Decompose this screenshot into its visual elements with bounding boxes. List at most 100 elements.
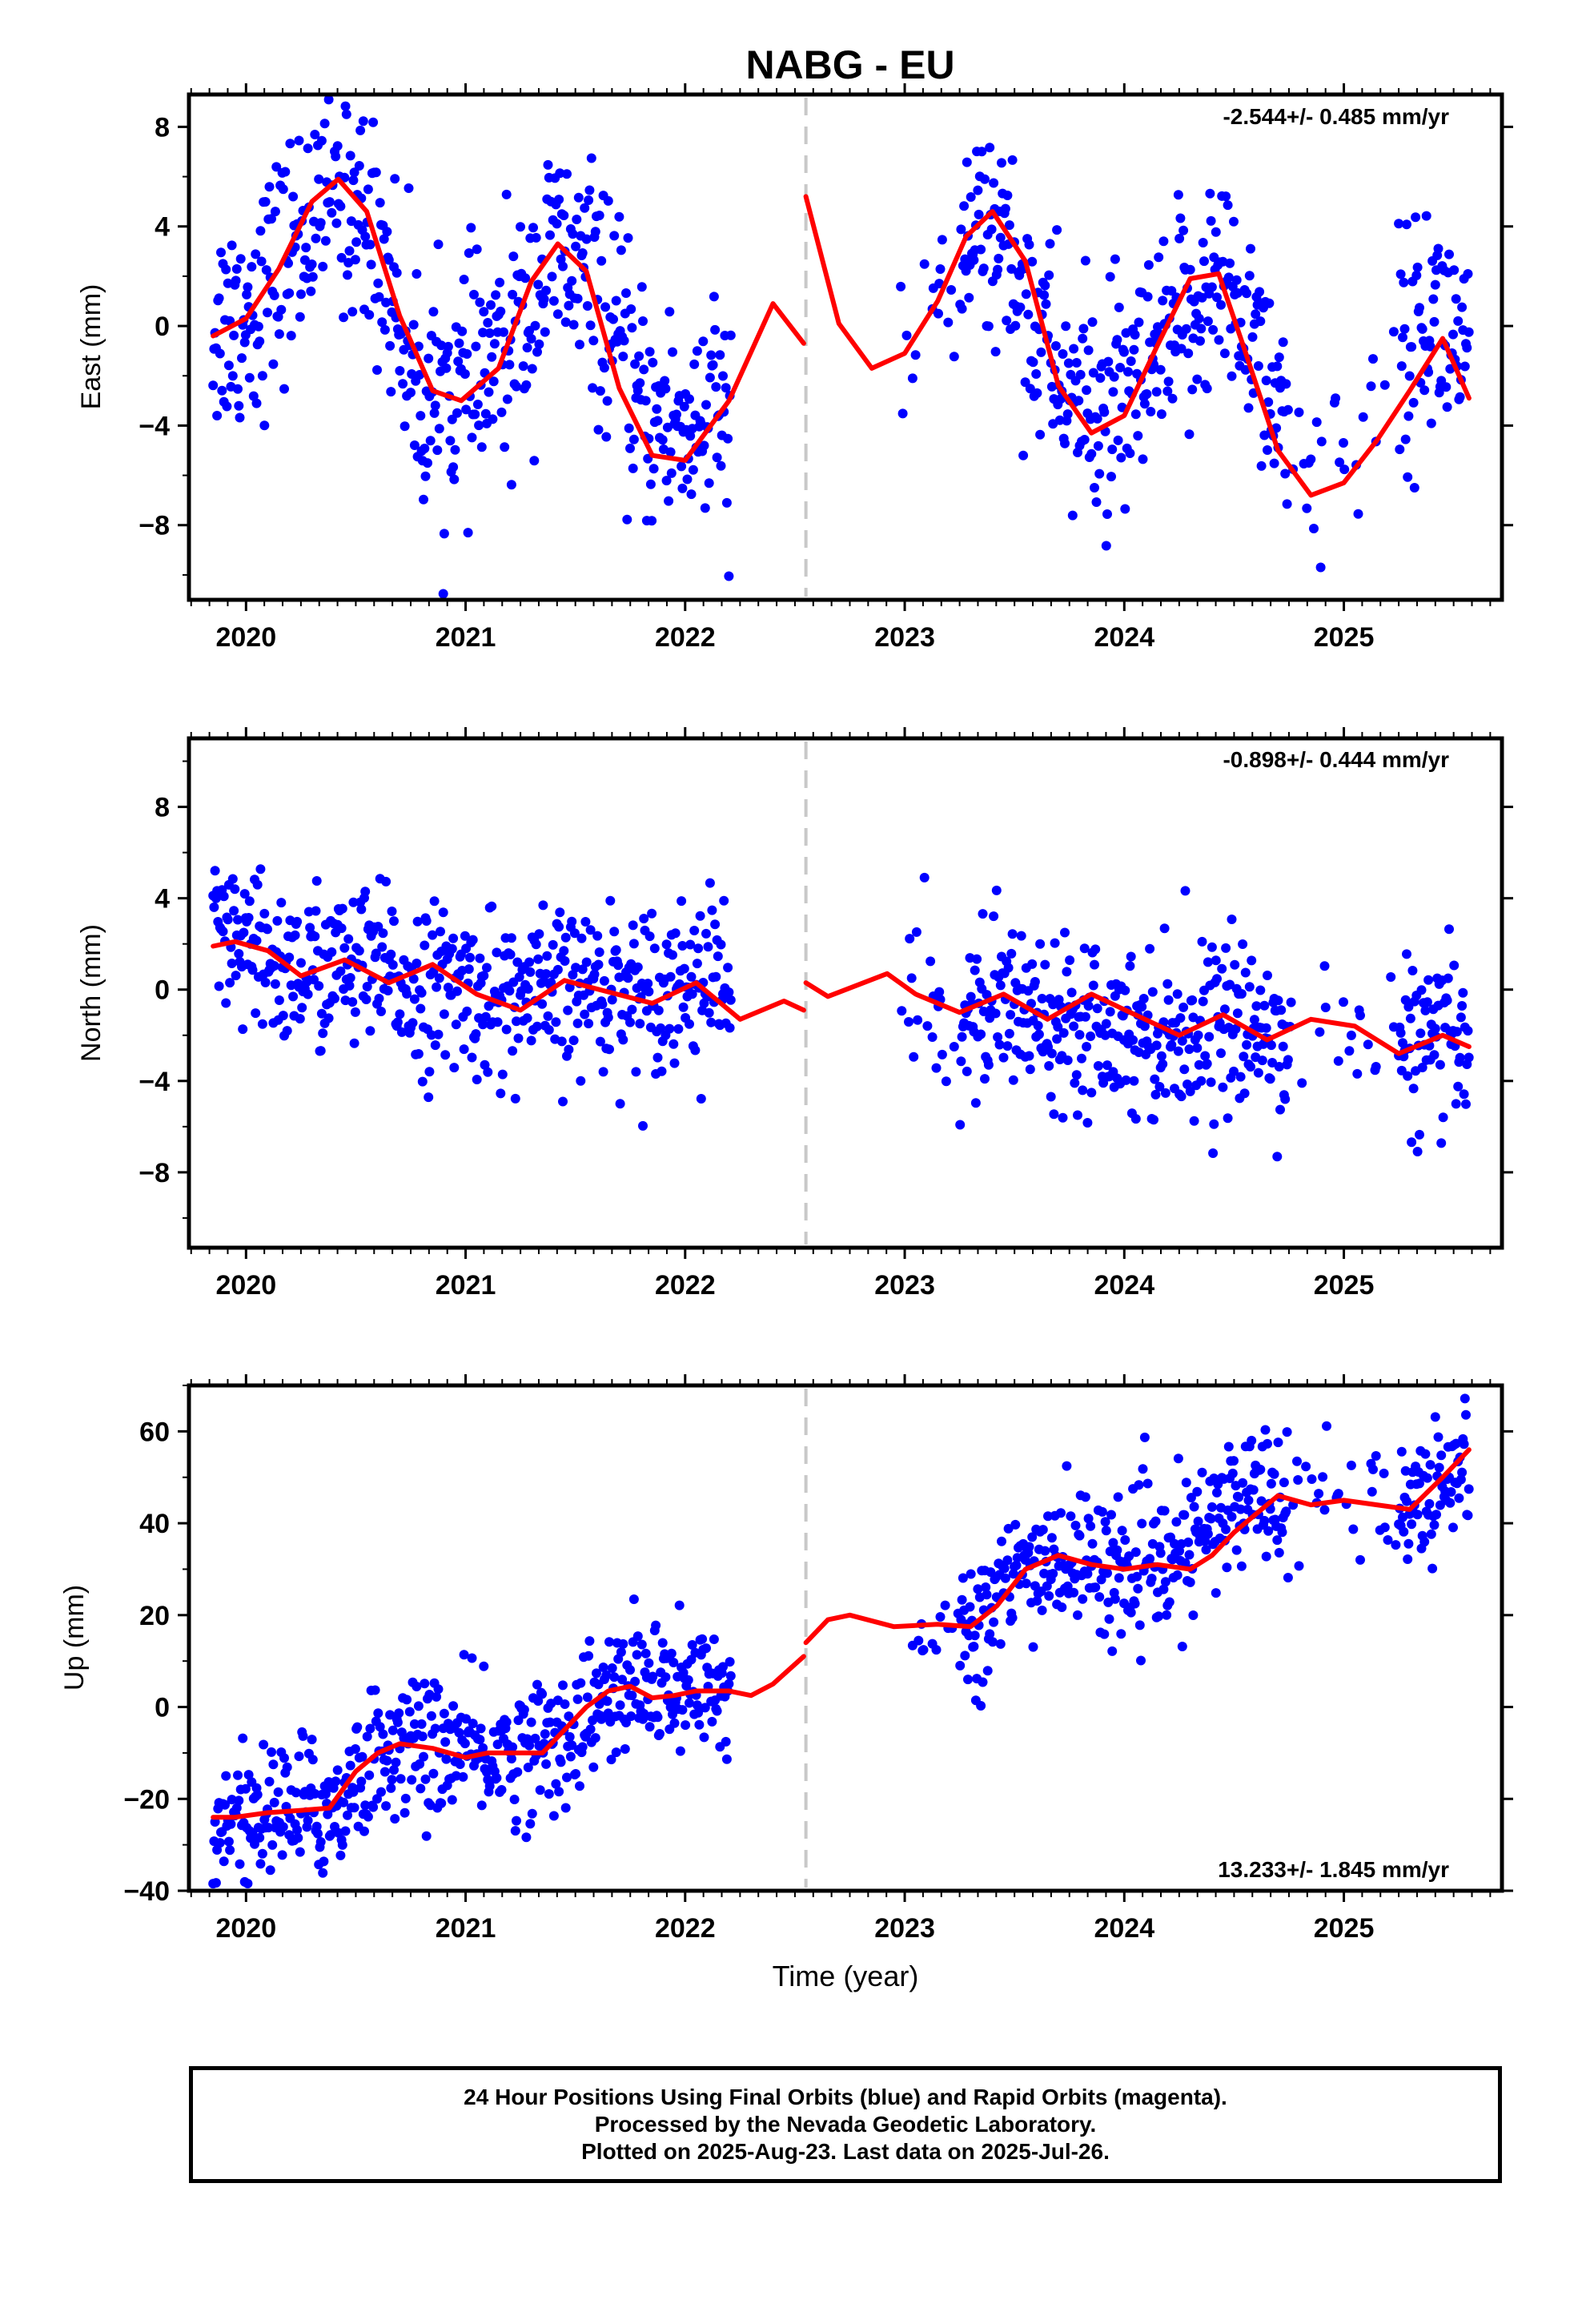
- east-data-point: [448, 462, 459, 472]
- east-data-point: [588, 383, 598, 393]
- up-data-point: [387, 1725, 398, 1735]
- north-data-point: [1105, 1007, 1115, 1017]
- east-data-point: [701, 400, 711, 410]
- east-data-point: [969, 255, 979, 265]
- north-data-point: [966, 991, 976, 1002]
- east-data-point: [459, 275, 469, 284]
- east-data-point: [420, 471, 431, 481]
- north-data-point: [909, 1051, 919, 1062]
- east-data-point: [1211, 227, 1221, 237]
- east-data-point: [711, 382, 721, 392]
- north-data-point: [625, 1017, 635, 1027]
- north-data-point: [1386, 972, 1396, 982]
- up-data-point: [215, 1838, 225, 1848]
- north-data-point: [1130, 1114, 1141, 1124]
- east-data-point: [1109, 372, 1119, 382]
- up-data-point: [1422, 1473, 1432, 1483]
- up-xtick-label: 2024: [1094, 1913, 1154, 1944]
- north-data-point: [1352, 1068, 1363, 1079]
- north-data-point: [251, 1008, 261, 1019]
- north-data-point: [1083, 1001, 1094, 1011]
- east-data-point: [1449, 265, 1460, 275]
- up-data-point: [995, 1638, 1006, 1649]
- up-data-point: [348, 1787, 359, 1797]
- up-data-point: [356, 1776, 367, 1787]
- east-data-point: [504, 360, 515, 370]
- up-data-point: [1116, 1629, 1126, 1639]
- north-data-point: [609, 927, 620, 937]
- north-data-point: [1058, 1112, 1068, 1123]
- north-data-point: [976, 1029, 986, 1039]
- up-data-point: [420, 1774, 431, 1784]
- up-data-point: [548, 1811, 559, 1821]
- north-data-point: [1464, 1052, 1474, 1063]
- north-data-point: [1197, 936, 1207, 947]
- up-data-point: [669, 1658, 679, 1667]
- east-data-point: [534, 339, 544, 349]
- up-data-point: [295, 1847, 305, 1857]
- up-data-point: [233, 1770, 243, 1780]
- east-data-point: [625, 443, 635, 453]
- up-data-point: [349, 1803, 359, 1813]
- figure-title: NABG - EU: [745, 42, 954, 87]
- north-data-point: [436, 927, 445, 937]
- up-data-point: [564, 1731, 575, 1742]
- up-data-point: [409, 1719, 420, 1729]
- north-data-point: [1344, 1046, 1355, 1056]
- north-data-point: [316, 1008, 327, 1019]
- north-data-point: [1090, 959, 1099, 970]
- east-data-point: [1203, 316, 1213, 327]
- north-data-point: [1178, 1002, 1189, 1012]
- up-xtick-label: 2021: [436, 1913, 496, 1944]
- up-data-point: [1403, 1554, 1413, 1564]
- east-xtick-label: 2023: [874, 622, 935, 653]
- north-data-point: [395, 1009, 405, 1019]
- north-data-point: [1154, 1082, 1165, 1092]
- east-data-point: [682, 474, 693, 485]
- north-data-point: [623, 973, 633, 983]
- north-data-point: [1461, 1099, 1471, 1109]
- east-data-point: [347, 307, 358, 317]
- north-data-point: [1035, 939, 1046, 949]
- north-rate-label: -0.898+/- 0.444 mm/yr: [1223, 747, 1449, 772]
- up-data-point: [525, 1819, 536, 1829]
- up-data-point: [1082, 1569, 1093, 1579]
- up-data-point: [640, 1648, 651, 1659]
- north-data-point: [1407, 1137, 1417, 1148]
- north-data-point: [296, 958, 306, 968]
- north-data-point: [719, 895, 729, 906]
- east-data-point: [1255, 287, 1265, 297]
- east-data-point: [382, 227, 392, 237]
- up-data-point: [475, 1735, 485, 1745]
- up-data-point: [269, 1797, 279, 1807]
- north-data-point: [1086, 1088, 1097, 1098]
- north-data-point: [1333, 1055, 1343, 1066]
- up-data-point: [577, 1742, 588, 1752]
- east-data-point: [602, 396, 612, 406]
- east-data-point: [660, 376, 670, 386]
- north-data-point: [685, 939, 696, 950]
- north-data-point: [1232, 1008, 1243, 1019]
- east-data-point: [910, 350, 921, 360]
- east-data-point: [1146, 407, 1156, 416]
- up-data-point: [376, 1787, 386, 1797]
- north-data-point: [1163, 995, 1174, 1005]
- east-data-point: [1274, 352, 1284, 363]
- east-data-point: [679, 401, 689, 412]
- up-data-point: [560, 1699, 570, 1709]
- north-data-point: [421, 916, 432, 926]
- north-data-point: [548, 939, 558, 950]
- east-data-point: [533, 279, 544, 290]
- north-data-point: [1185, 1086, 1195, 1096]
- north-data-point: [1236, 989, 1247, 999]
- north-data-point: [1249, 1015, 1259, 1025]
- east-data-point: [1125, 448, 1135, 458]
- up-data-point: [1094, 1592, 1105, 1602]
- east-data-point: [217, 385, 227, 396]
- north-data-point: [311, 876, 322, 886]
- east-data-point: [453, 356, 464, 367]
- up-data-point: [1259, 1515, 1270, 1526]
- up-data-point: [337, 1839, 347, 1850]
- x-axis-label: Time (year): [773, 1960, 919, 1992]
- up-xtick-label: 2022: [655, 1913, 716, 1944]
